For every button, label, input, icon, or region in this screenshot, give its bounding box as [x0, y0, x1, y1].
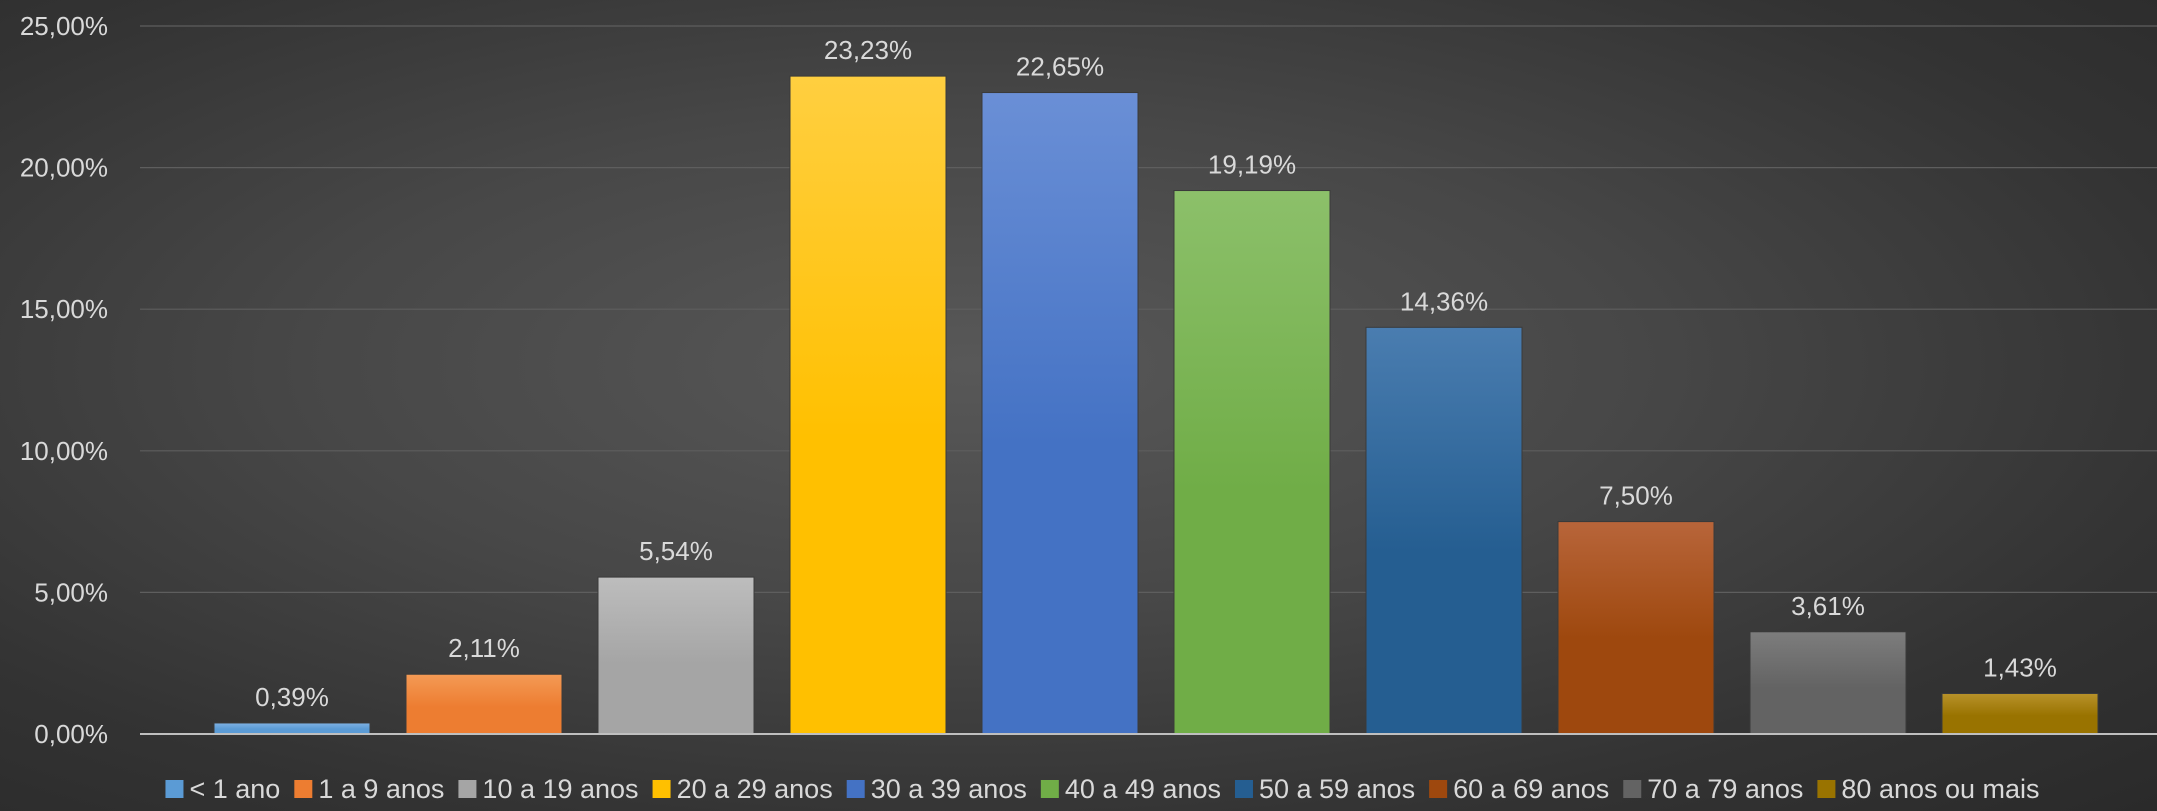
legend-swatch: [1234, 780, 1253, 798]
legend-label: 30 a 39 anos: [871, 774, 1027, 804]
legend-swatch: [652, 780, 671, 798]
legend-swatch: [458, 780, 477, 798]
legend-item: 10 a 19 anos: [458, 774, 639, 804]
legend-item: 30 a 39 anos: [846, 774, 1027, 804]
legend-label: < 1 ano: [189, 774, 280, 804]
data-label: 2,11%: [448, 633, 520, 663]
data-label: 1,43%: [1983, 653, 2057, 683]
bar-2: [405, 673, 563, 735]
y-axis-tick-labels: 0,00% 5,00% 10,00% 15,00% 20,00% 25,00%: [20, 11, 108, 749]
data-label: 23,23%: [824, 35, 912, 65]
legend-label: 1 a 9 anos: [318, 774, 444, 804]
legend-item: 70 a 79 anos: [1623, 774, 1803, 804]
legend-label: 60 a 69 anos: [1453, 774, 1609, 804]
data-label: 14,36%: [1400, 286, 1488, 316]
legend-item: 1 a 9 anos: [294, 774, 444, 804]
legend-item: 40 a 49 anos: [1040, 774, 1221, 804]
data-label: 0,39%: [255, 682, 329, 712]
bar-5: [981, 92, 1139, 735]
gridlines: [140, 25, 2157, 594]
y-tick-label: 15,00%: [20, 294, 108, 324]
legend-item: < 1 ano: [165, 774, 280, 804]
bars: [213, 75, 2099, 735]
legend-label: 10 a 19 anos: [482, 774, 638, 804]
data-label: 3,61%: [1791, 591, 1865, 621]
legend-swatch: [846, 780, 865, 798]
y-tick-label: 10,00%: [20, 436, 108, 466]
data-label: 22,65%: [1016, 52, 1104, 82]
legend-label: 80 anos ou mais: [1841, 774, 2039, 804]
legend-swatch: [294, 780, 313, 798]
bar-8: [1557, 521, 1715, 735]
legend-label: 20 a 29 anos: [677, 774, 833, 804]
legend-swatch: [1040, 780, 1059, 798]
bar-4: [789, 75, 947, 735]
legend-swatch: [1817, 780, 1836, 798]
legend-label: 40 a 49 anos: [1065, 774, 1221, 804]
legend-item: 60 a 69 anos: [1429, 774, 1609, 804]
legend-swatch: [1429, 780, 1448, 798]
data-label: 19,19%: [1208, 150, 1296, 180]
data-label: 7,50%: [1599, 481, 1673, 511]
bar-1: [213, 722, 371, 735]
bar-10: [1941, 693, 2099, 735]
legend-item: 80 anos ou mais: [1817, 774, 2040, 804]
legend-label: 70 a 79 anos: [1647, 774, 1803, 804]
legend-label: 50 a 59 anos: [1259, 774, 1415, 804]
y-tick-label: 0,00%: [34, 719, 108, 749]
bar-3: [597, 576, 755, 735]
legend-swatch: [165, 780, 184, 798]
data-label: 5,54%: [639, 536, 713, 566]
bar-7: [1365, 326, 1523, 735]
legend: < 1 ano 1 a 9 anos 10 a 19 anos 20 a 29 ano…: [165, 774, 2040, 804]
legend-item: 50 a 59 anos: [1234, 774, 1415, 804]
bar-9: [1749, 631, 1907, 735]
legend-swatch: [1623, 780, 1642, 798]
legend-item: 20 a 29 anos: [652, 774, 833, 804]
y-tick-label: 20,00%: [20, 153, 108, 183]
y-tick-label: 25,00%: [20, 11, 108, 41]
data-labels: 0,39% 2,11% 5,54% 23,23% 22,65% 19,19% 14,36% 7…: [255, 35, 2057, 712]
bar-6: [1173, 190, 1331, 735]
y-tick-label: 5,00%: [34, 577, 108, 607]
